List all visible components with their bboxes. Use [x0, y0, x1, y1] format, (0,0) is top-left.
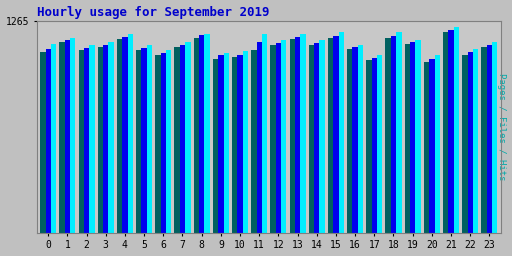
Bar — [424, 62, 429, 233]
Bar — [213, 59, 218, 233]
Bar — [40, 52, 46, 233]
Bar — [300, 34, 306, 233]
Bar — [275, 43, 281, 233]
Bar — [98, 47, 103, 233]
Bar — [122, 37, 127, 233]
Bar — [338, 32, 344, 233]
Bar — [377, 55, 382, 233]
Bar — [136, 50, 141, 233]
Bar — [84, 48, 89, 233]
Bar — [281, 39, 286, 233]
Bar — [289, 39, 295, 233]
Bar — [270, 45, 275, 233]
Bar — [333, 36, 338, 233]
Bar — [185, 42, 190, 233]
Bar — [218, 55, 224, 233]
Bar — [443, 32, 449, 233]
Bar — [109, 42, 114, 233]
Bar — [251, 50, 257, 233]
Bar — [492, 42, 498, 233]
Bar — [78, 50, 84, 233]
Bar — [404, 44, 410, 233]
Bar — [59, 42, 65, 233]
Bar — [117, 39, 122, 233]
Bar — [429, 59, 435, 233]
Bar — [89, 45, 95, 233]
Bar — [462, 55, 467, 233]
Bar — [487, 45, 492, 233]
Bar — [262, 35, 267, 233]
Bar — [347, 49, 352, 233]
Bar — [204, 34, 210, 233]
Bar — [175, 47, 180, 233]
Bar — [391, 36, 396, 233]
Bar — [194, 38, 199, 233]
Bar — [224, 53, 229, 233]
Bar — [180, 45, 185, 233]
Bar — [410, 42, 415, 233]
Bar — [481, 47, 487, 233]
Bar — [257, 42, 262, 233]
Bar — [243, 51, 248, 233]
Bar — [319, 39, 325, 233]
Text: Hourly usage for September 2019: Hourly usage for September 2019 — [37, 6, 269, 18]
Bar — [155, 55, 161, 233]
Bar — [314, 43, 319, 233]
Bar — [435, 55, 440, 233]
Bar — [147, 45, 152, 233]
Bar — [238, 55, 243, 233]
Bar — [309, 45, 314, 233]
Bar — [386, 38, 391, 233]
Bar — [415, 39, 421, 233]
Bar — [358, 45, 363, 233]
Bar — [467, 52, 473, 233]
Bar — [161, 53, 166, 233]
Y-axis label: Pages / Files / Hits: Pages / Files / Hits — [498, 73, 506, 181]
Bar — [396, 32, 401, 233]
Bar — [46, 49, 51, 233]
Bar — [366, 60, 372, 233]
Bar — [103, 45, 109, 233]
Bar — [199, 35, 204, 233]
Bar — [141, 48, 147, 233]
Bar — [166, 50, 172, 233]
Bar — [51, 44, 56, 233]
Bar — [449, 30, 454, 233]
Bar — [127, 35, 133, 233]
Bar — [65, 40, 70, 233]
Bar — [70, 38, 75, 233]
Bar — [295, 37, 300, 233]
Bar — [473, 49, 478, 233]
Bar — [328, 38, 333, 233]
Bar — [454, 27, 459, 233]
Bar — [352, 47, 358, 233]
Bar — [232, 57, 238, 233]
Bar — [372, 58, 377, 233]
